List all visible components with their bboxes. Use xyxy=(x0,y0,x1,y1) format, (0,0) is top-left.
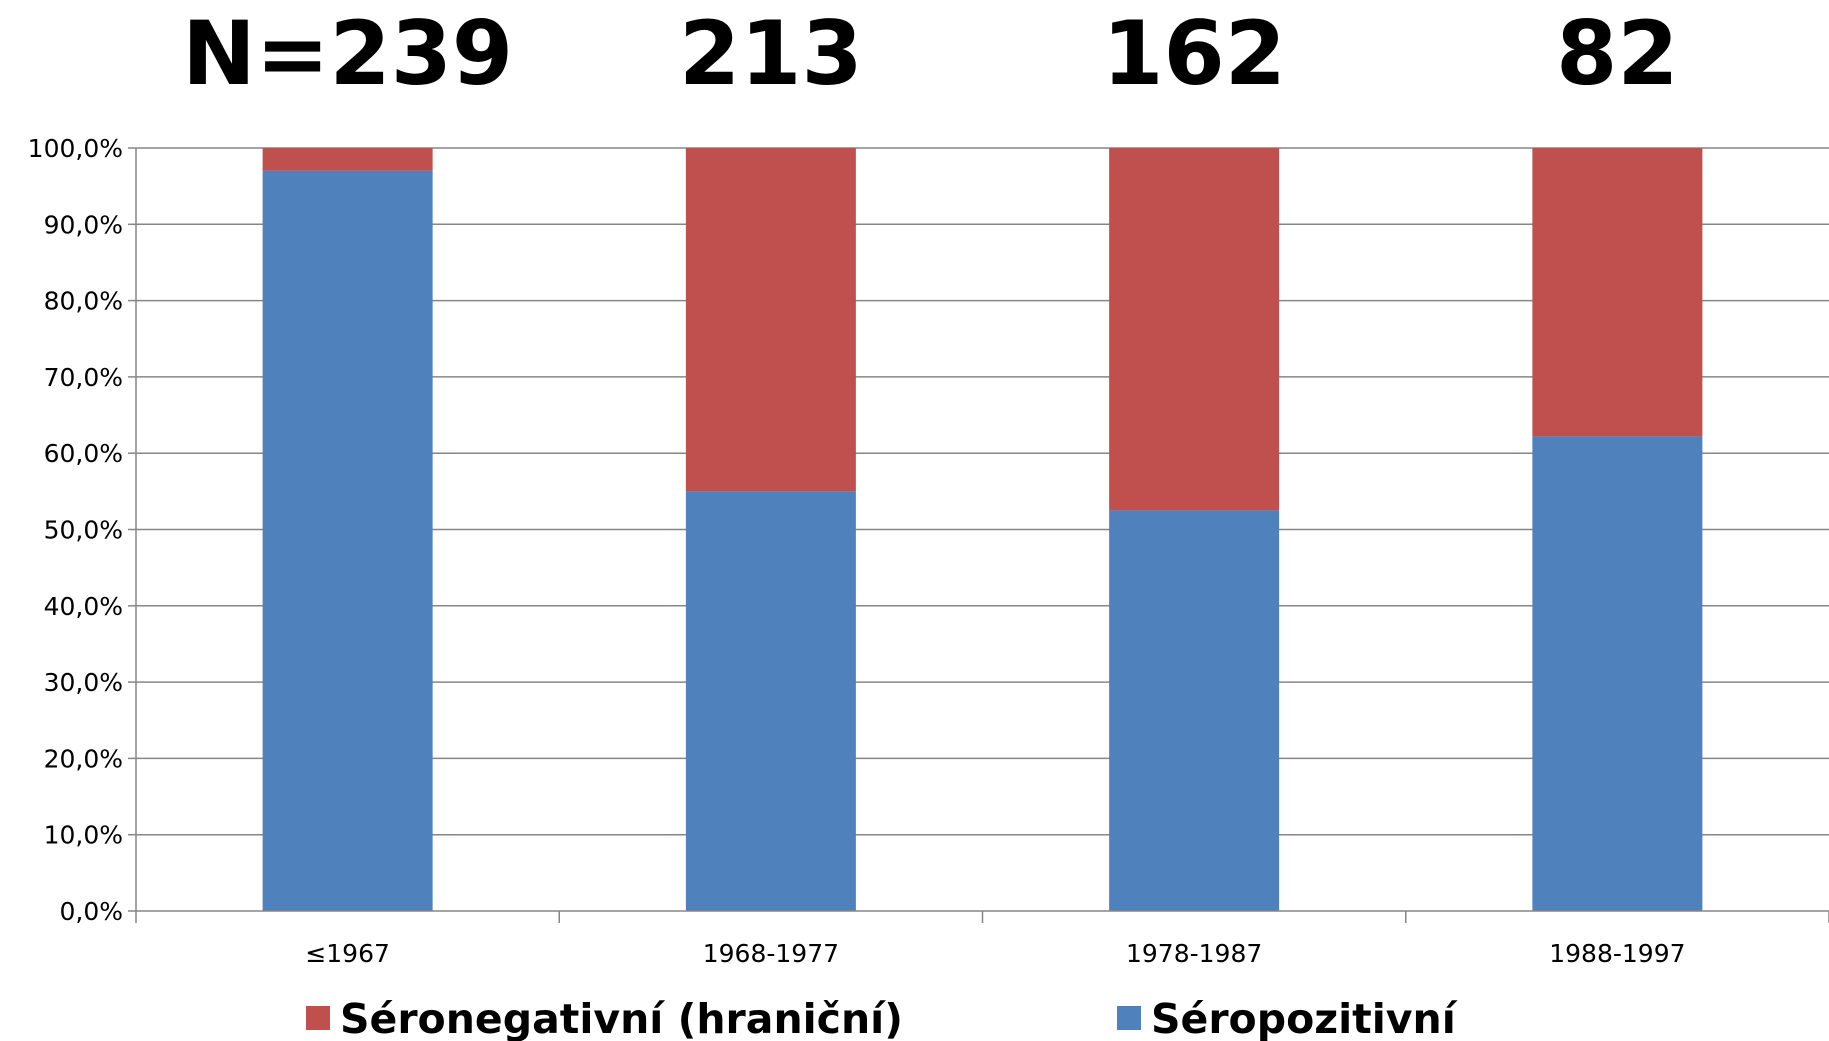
y-tick-label: 0,0% xyxy=(59,897,123,926)
y-tick-label: 80,0% xyxy=(44,287,123,316)
sample-size-labels: N=239 213 162 82 xyxy=(182,2,1679,105)
y-tick-label: 100,0% xyxy=(28,134,123,163)
legend-label: Séronegativní (hraniční) xyxy=(340,995,903,1041)
x-tick-label: 1968-1977 xyxy=(703,939,839,968)
sample-size-label: N=239 xyxy=(182,2,513,105)
bar-segment-seronegative xyxy=(1532,148,1703,437)
bar-segment-seropositive xyxy=(262,170,433,911)
y-tick-label: 30,0% xyxy=(44,668,123,697)
x-tick-label: 1988-1997 xyxy=(1549,939,1685,968)
y-tick-label: 70,0% xyxy=(44,363,123,392)
y-tick-label: 50,0% xyxy=(44,516,123,545)
bar-segment-seropositive xyxy=(685,491,856,911)
bar-segment-seronegative xyxy=(262,148,433,171)
legend-swatch xyxy=(306,1006,330,1030)
bars xyxy=(262,148,1703,911)
y-tick-label: 40,0% xyxy=(44,592,123,621)
y-tick-label: 60,0% xyxy=(44,439,123,468)
y-tick-label: 90,0% xyxy=(44,210,123,239)
axes: 0,0% 10,0% 20,0% 30,0% 40,0% 50,0% 60,0% 70,0% 8… xyxy=(28,134,1829,968)
bar-segment-seropositive xyxy=(1109,510,1280,911)
y-tick-label: 20,0% xyxy=(44,744,123,773)
bar-segment-seronegative xyxy=(685,148,856,492)
legend-swatch xyxy=(1117,1006,1141,1030)
x-tick-label: ≤1967 xyxy=(305,939,390,968)
sample-size-label: 162 xyxy=(1102,2,1286,105)
sample-size-label: 82 xyxy=(1556,2,1678,105)
legend: Séronegativní (hraniční) Séropozitivní xyxy=(306,995,1458,1041)
legend-label: Séropozitivní xyxy=(1151,995,1458,1041)
x-tick-label: 1978-1987 xyxy=(1126,939,1262,968)
sample-size-label: 213 xyxy=(679,2,863,105)
bar-segment-seropositive xyxy=(1532,436,1703,911)
bar-segment-seronegative xyxy=(1109,148,1280,511)
y-tick-label: 10,0% xyxy=(44,821,123,850)
